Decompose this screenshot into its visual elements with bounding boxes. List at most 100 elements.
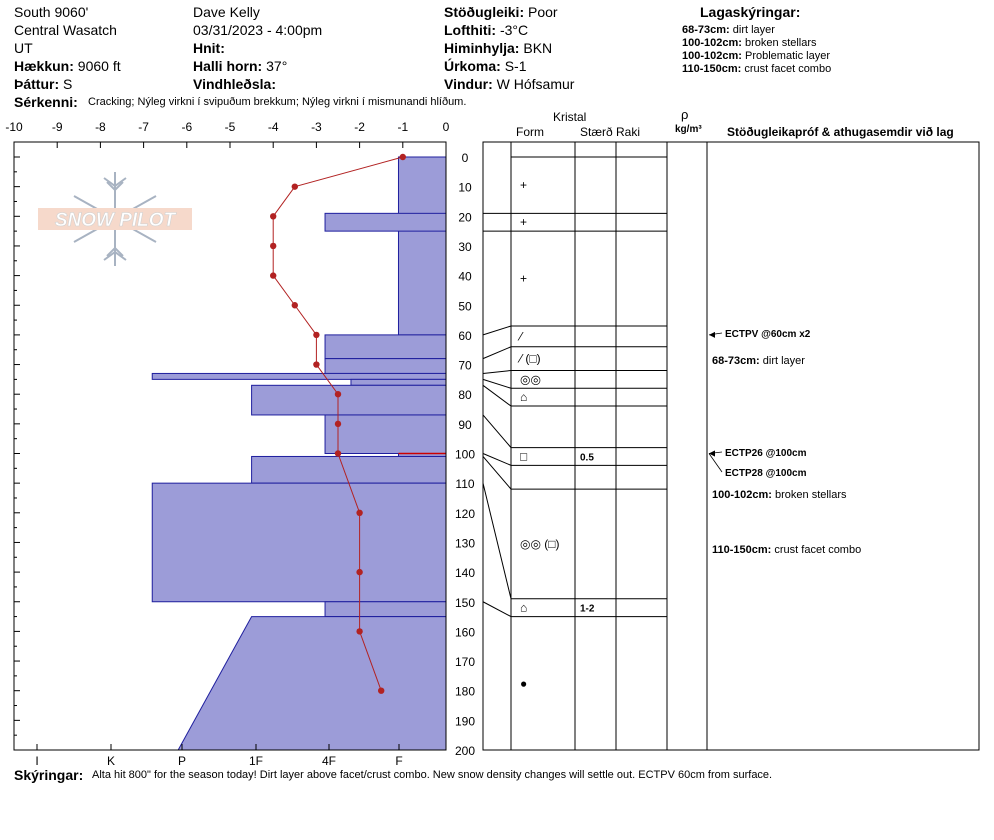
layer-comment-depth: 100-102cm: — [712, 489, 775, 501]
form-header: Form — [516, 125, 544, 139]
snowpilot-logo: SNOW PILOT — [38, 172, 192, 266]
sky: Himinhylja: BKN — [444, 40, 553, 56]
coords-label: Hnit: — [193, 40, 225, 56]
layer-comment-depth: 110-150cm: — [712, 544, 774, 556]
comments-label: Skýringar: — [14, 767, 84, 783]
layer-form-symbol: □ — [520, 449, 527, 463]
size-header: Stærð — [580, 125, 613, 139]
temp-tick-label: -9 — [52, 120, 63, 134]
slope: Halli horn: 37° — [193, 58, 288, 74]
crystal-header: Kristal — [553, 110, 587, 124]
hardness-bar — [151, 482, 447, 603]
layer-form-symbol: + — [520, 215, 527, 229]
test-arrow — [709, 450, 715, 457]
depth-tick-label: 170 — [455, 655, 475, 669]
depth-tick-label: 160 — [455, 625, 475, 639]
hardness-tick-label: 1F — [249, 754, 263, 768]
temp-tick-label: -6 — [181, 120, 192, 134]
legend-item: 100-102cm: broken stellars — [682, 37, 817, 49]
layer-boundary — [482, 601, 667, 618]
temperature-point — [270, 213, 277, 220]
stability: Stöðugleiki: Poor — [444, 4, 558, 20]
temp-tick-label: -5 — [225, 120, 236, 134]
temperature-point — [313, 361, 320, 368]
layer-size: 0.5 — [580, 452, 594, 463]
location: South 9060' — [14, 4, 89, 20]
layer-comment: 110-150cm: crust facet combo — [712, 544, 861, 556]
layer-form-symbol: ⁄ — [517, 329, 524, 343]
observer: Dave Kelly — [193, 4, 260, 20]
depth-tick-label: 10 — [458, 181, 472, 195]
temp-tick-label: -7 — [138, 120, 149, 134]
hardness-bar — [324, 414, 447, 454]
hardness-tick-label: F — [395, 754, 402, 768]
state: UT — [14, 40, 33, 56]
layer-boundary — [482, 453, 667, 466]
temperature-point — [356, 628, 363, 635]
temperature-point — [291, 302, 298, 309]
layer-boundary — [482, 378, 667, 389]
depth-tick-label: 90 — [458, 418, 472, 432]
temperature-point — [356, 568, 363, 576]
depth-tick-label: 140 — [455, 566, 475, 580]
rho-header: ρ — [681, 107, 689, 122]
temperature-point — [334, 450, 342, 457]
temperature-point — [399, 153, 406, 161]
temperature-point — [270, 272, 277, 279]
temperature-point — [334, 420, 342, 428]
depth-tick-label: 100 — [455, 448, 475, 462]
temperature-point — [313, 331, 320, 339]
layer-form-symbol: + — [520, 272, 527, 286]
legend-title: Lagaskýringar: — [700, 4, 801, 20]
depth-tick-label: 200 — [455, 744, 475, 758]
layer-form-symbol: ◎◎ — [520, 372, 541, 386]
moisture-header: Raki — [616, 125, 641, 139]
profile-frame — [13, 141, 980, 751]
temp-tick-label: -10 — [5, 120, 23, 134]
stability-test: ECTP26 @100cm — [725, 448, 807, 459]
density-header: kg/m³ — [675, 124, 702, 135]
temperature-point — [356, 509, 363, 516]
test-pointer — [708, 453, 723, 473]
hardness-tick-label: 4F — [322, 754, 336, 768]
layer-comment: 68-73cm: dirt layer — [712, 355, 805, 367]
stability-tests: ECTPV @60cm x2 ECTP26 @100cm ECTP28 @100cm… — [708, 329, 861, 556]
depth-tick-label: 190 — [455, 714, 475, 728]
layer-form-symbol: ⌂ — [520, 390, 527, 404]
temp-tick-label: -2 — [354, 120, 365, 134]
layer-boundary — [482, 384, 667, 407]
temp-tick-label: -1 — [397, 120, 408, 134]
layer-form-symbol: ● — [520, 676, 527, 690]
depth-tick-label: 20 — [458, 210, 472, 224]
hardness-bar — [324, 601, 447, 618]
layer-boundary — [482, 346, 667, 360]
tests-header: Stöðugleikapróf & athugasemdir við lag — [727, 125, 954, 139]
temperature-profile — [270, 153, 406, 694]
hardness-bar — [350, 378, 447, 386]
hardness-bar — [251, 384, 447, 416]
layer-comment-text: broken stellars — [775, 489, 847, 501]
layer-form-symbol: ◎◎ (□) — [520, 537, 560, 551]
depth-tick-label: 80 — [458, 388, 472, 402]
hardness-axis: I K P 1F 4F F — [35, 744, 403, 768]
legend-item: 68-73cm: dirt layer — [682, 24, 775, 36]
depth-tick-label: 120 — [455, 507, 475, 521]
depth-tick-label: 180 — [455, 685, 475, 699]
layer-comment: 100-102cm: broken stellars — [712, 489, 847, 501]
logo-text: SNOW PILOT — [55, 210, 177, 231]
hardness-bar — [151, 372, 447, 380]
hardness-bar — [251, 455, 447, 484]
hardness-layers — [151, 156, 447, 751]
depth-tick-label: 70 — [458, 359, 472, 373]
layer-boundary — [482, 456, 667, 490]
layer-comment-text: dirt layer — [763, 355, 806, 367]
temperature-point — [291, 183, 298, 190]
precip: Úrkoma: S-1 — [444, 58, 527, 74]
depth-tick-label: 30 — [458, 240, 472, 254]
layer-comment-depth: 68-73cm: — [712, 355, 763, 367]
layer-comment-text: crust facet combo — [774, 544, 861, 556]
logo-banner — [38, 208, 192, 230]
aspect: Þáttur: S — [14, 76, 73, 92]
layer-form-symbol: + — [520, 178, 527, 192]
